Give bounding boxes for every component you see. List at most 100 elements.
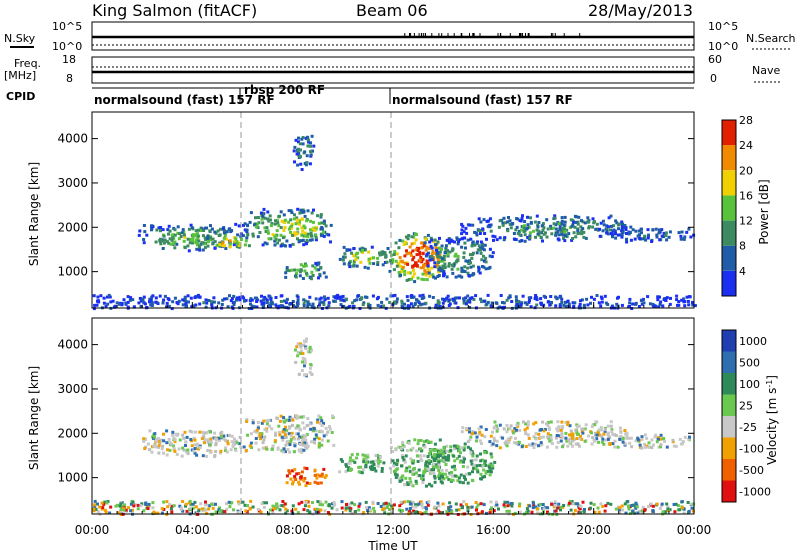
colorbar-tick-label: -1000 xyxy=(739,485,771,498)
power-cell xyxy=(181,303,185,307)
velocity-cell xyxy=(620,504,624,508)
power-cell xyxy=(586,216,590,220)
power-cell xyxy=(260,294,263,298)
velocity-cell xyxy=(617,508,621,512)
power-cell xyxy=(482,218,486,222)
velocity-cell xyxy=(593,423,597,427)
velocity-cell xyxy=(283,502,287,506)
velocity-cell xyxy=(643,508,647,512)
velocity-cell xyxy=(438,477,441,481)
power-cell xyxy=(501,223,505,227)
power-cell xyxy=(518,233,522,237)
velocity-cell xyxy=(603,429,607,433)
velocity-cell xyxy=(600,434,604,438)
velocity-cell xyxy=(443,472,447,476)
power-cell xyxy=(296,237,299,241)
velocity-cell xyxy=(318,503,322,507)
velocity-cell xyxy=(282,420,286,424)
power-cell xyxy=(436,301,440,305)
power-cell xyxy=(490,305,494,309)
power-cell xyxy=(559,221,563,225)
velocity-cell xyxy=(306,417,310,420)
power-cell xyxy=(236,233,240,237)
velocity-cell xyxy=(303,466,307,470)
velocity-cell xyxy=(660,502,664,506)
velocity-cell xyxy=(430,468,434,472)
velocity-cell xyxy=(451,474,454,478)
velocity-cell xyxy=(583,439,587,443)
velocity-cell xyxy=(214,443,218,447)
power-cell xyxy=(478,271,482,275)
power-cell xyxy=(297,140,300,144)
power-cell xyxy=(628,297,632,301)
power-cell xyxy=(322,301,326,305)
power-cell xyxy=(284,271,288,275)
velocity-cell xyxy=(601,504,605,508)
velocity-cell xyxy=(348,459,352,463)
velocity-cell xyxy=(539,441,543,445)
power-cell xyxy=(466,271,470,275)
power-cell xyxy=(299,268,303,272)
power-cell xyxy=(482,265,486,269)
power-cell xyxy=(555,231,558,235)
power-cell xyxy=(677,231,681,235)
velocity-cell xyxy=(460,505,464,509)
power-cell xyxy=(265,301,269,304)
velocity-cell xyxy=(447,455,450,459)
power-cell xyxy=(614,232,617,236)
power-cell xyxy=(463,241,467,245)
velocity-cell xyxy=(236,511,240,515)
power-cell xyxy=(638,233,641,237)
power-cell xyxy=(534,235,537,239)
power-cell xyxy=(154,296,158,300)
power-cell xyxy=(477,244,481,248)
velocity-cell xyxy=(634,439,638,443)
power-cell xyxy=(306,232,310,236)
power-cell xyxy=(501,221,505,225)
power-cell xyxy=(528,234,532,238)
power-cell xyxy=(96,295,100,299)
velocity-cell xyxy=(239,445,243,449)
power-cell xyxy=(599,304,603,308)
velocity-cell xyxy=(581,500,585,504)
velocity-cell xyxy=(290,431,294,435)
power-cell xyxy=(213,230,217,234)
velocity-cell xyxy=(379,505,383,508)
power-cell xyxy=(480,299,484,303)
velocity-cell xyxy=(471,454,475,458)
power-cell xyxy=(184,304,188,308)
power-cell xyxy=(303,231,307,235)
velocity-cell xyxy=(524,422,528,426)
velocity-cell xyxy=(300,450,304,454)
power-cell xyxy=(686,299,690,303)
velocity-cell xyxy=(304,438,308,442)
velocity-cell xyxy=(447,454,451,458)
velocity-cell xyxy=(274,431,277,435)
power-cell xyxy=(173,246,177,250)
power-cell xyxy=(561,229,565,233)
velocity-cell xyxy=(390,504,393,508)
velocity-cell xyxy=(203,431,207,435)
power-cell xyxy=(223,297,226,301)
power-cell xyxy=(470,244,474,248)
power-cell xyxy=(650,240,654,243)
power-cell xyxy=(269,218,273,222)
power-cell xyxy=(312,208,315,212)
velocity-cell xyxy=(665,502,669,506)
velocity-cell xyxy=(166,448,169,452)
power-cell xyxy=(615,221,619,225)
velocity-cell xyxy=(308,482,312,485)
velocity-cell xyxy=(511,431,515,435)
power-cell xyxy=(162,241,166,245)
power-cell xyxy=(446,294,450,298)
velocity-cell xyxy=(303,426,306,430)
y-tick-label: 3000 xyxy=(57,176,88,190)
power-cell xyxy=(256,235,260,239)
velocity-cell xyxy=(619,431,623,435)
velocity-cell xyxy=(358,502,362,506)
velocity-cell xyxy=(406,481,409,485)
power-cell xyxy=(477,269,481,273)
velocity-cell xyxy=(418,454,422,458)
velocity-cell xyxy=(479,502,483,506)
